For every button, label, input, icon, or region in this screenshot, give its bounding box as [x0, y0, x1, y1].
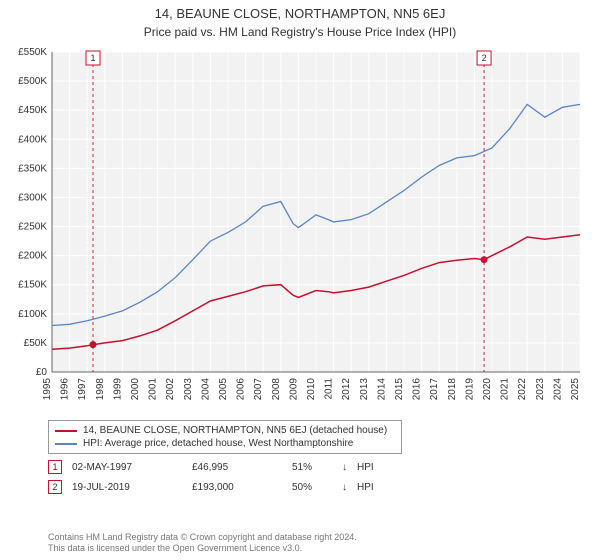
- svg-text:£400K: £400K: [18, 134, 47, 145]
- svg-text:2000: 2000: [130, 378, 141, 401]
- svg-text:£50K: £50K: [24, 338, 48, 349]
- legend-row-red: 14, BEAUNE CLOSE, NORTHAMPTON, NN5 6EJ (…: [55, 424, 395, 437]
- svg-text:1997: 1997: [77, 378, 88, 401]
- svg-text:2009: 2009: [288, 378, 299, 401]
- sale-pct-2: 50%: [292, 482, 332, 493]
- legend-label-blue: HPI: Average price, detached house, West…: [83, 438, 353, 449]
- svg-text:2016: 2016: [412, 378, 423, 401]
- svg-text:2013: 2013: [359, 378, 370, 401]
- footer-line2: This data is licensed under the Open Gov…: [48, 543, 357, 554]
- svg-text:2008: 2008: [271, 378, 282, 401]
- svg-text:1996: 1996: [60, 378, 71, 401]
- svg-text:2014: 2014: [376, 378, 387, 401]
- footer-line1: Contains HM Land Registry data © Crown c…: [48, 532, 357, 543]
- svg-text:£100K: £100K: [18, 309, 47, 320]
- sale-marker-1: 1: [48, 460, 62, 474]
- svg-text:£200K: £200K: [18, 251, 47, 262]
- sale-date-1: 02-MAY-1997: [72, 462, 182, 473]
- svg-text:2024: 2024: [552, 378, 563, 401]
- sale-suffix-1: HPI: [357, 462, 374, 473]
- sale-price-2: £193,000: [192, 482, 282, 493]
- footer-attribution: Contains HM Land Registry data © Crown c…: [48, 532, 357, 555]
- legend-label-red: 14, BEAUNE CLOSE, NORTHAMPTON, NN5 6EJ (…: [83, 425, 387, 436]
- legend-box: 14, BEAUNE CLOSE, NORTHAMPTON, NN5 6EJ (…: [48, 420, 402, 454]
- svg-text:£550K: £550K: [18, 48, 47, 58]
- legend-and-sales: 14, BEAUNE CLOSE, NORTHAMPTON, NN5 6EJ (…: [48, 420, 580, 494]
- svg-text:£300K: £300K: [18, 192, 47, 203]
- svg-text:2021: 2021: [500, 378, 511, 401]
- svg-text:2004: 2004: [200, 378, 211, 401]
- sale-dir-2: ↓: [342, 482, 347, 493]
- svg-text:£250K: £250K: [18, 222, 47, 233]
- svg-text:1995: 1995: [42, 378, 53, 401]
- legend-swatch-blue: [55, 443, 77, 445]
- svg-text:2023: 2023: [535, 378, 546, 401]
- svg-text:2018: 2018: [447, 378, 458, 401]
- svg-text:1998: 1998: [95, 378, 106, 401]
- svg-text:2020: 2020: [482, 378, 493, 401]
- svg-text:2019: 2019: [464, 378, 475, 401]
- svg-text:£350K: £350K: [18, 163, 47, 174]
- svg-text:2010: 2010: [306, 378, 317, 401]
- svg-text:2007: 2007: [253, 378, 264, 401]
- sale-price-1: £46,995: [192, 462, 282, 473]
- svg-text:2006: 2006: [236, 378, 247, 401]
- sale-dir-1: ↓: [342, 462, 347, 473]
- svg-text:2001: 2001: [148, 378, 159, 401]
- svg-text:2005: 2005: [218, 378, 229, 401]
- svg-text:£500K: £500K: [18, 76, 47, 87]
- chart-svg: £0 £50K £100K £150K £200K £250K £300K £350K £400…: [10, 48, 590, 416]
- sale-row-1: 1 02-MAY-1997 £46,995 51% ↓ HPI: [48, 460, 580, 474]
- svg-text:2025: 2025: [570, 378, 581, 401]
- svg-text:2017: 2017: [429, 378, 440, 401]
- svg-text:2022: 2022: [517, 378, 528, 401]
- legend-swatch-red: [55, 430, 77, 432]
- svg-text:2015: 2015: [394, 378, 405, 401]
- svg-text:£450K: £450K: [18, 105, 47, 116]
- svg-text:2: 2: [482, 53, 487, 63]
- sale-suffix-2: HPI: [357, 482, 374, 493]
- svg-text:1999: 1999: [112, 378, 123, 401]
- svg-text:2012: 2012: [341, 378, 352, 401]
- svg-text:£150K: £150K: [18, 280, 47, 291]
- chart-area: £0 £50K £100K £150K £200K £250K £300K £350K £400…: [10, 48, 590, 416]
- svg-text:£0: £0: [36, 367, 48, 378]
- svg-text:2002: 2002: [165, 378, 176, 401]
- svg-text:2011: 2011: [324, 378, 335, 400]
- chart-title: 14, BEAUNE CLOSE, NORTHAMPTON, NN5 6EJ: [0, 0, 600, 21]
- legend-row-blue: HPI: Average price, detached house, West…: [55, 437, 395, 450]
- svg-text:2003: 2003: [183, 378, 194, 401]
- sale-marker-2: 2: [48, 480, 62, 494]
- chart-subtitle: Price paid vs. HM Land Registry's House …: [0, 21, 600, 39]
- sale-pct-1: 51%: [292, 462, 332, 473]
- sale-row-2: 2 19-JUL-2019 £193,000 50% ↓ HPI: [48, 480, 580, 494]
- sale-date-2: 19-JUL-2019: [72, 482, 182, 493]
- svg-text:1: 1: [91, 53, 96, 63]
